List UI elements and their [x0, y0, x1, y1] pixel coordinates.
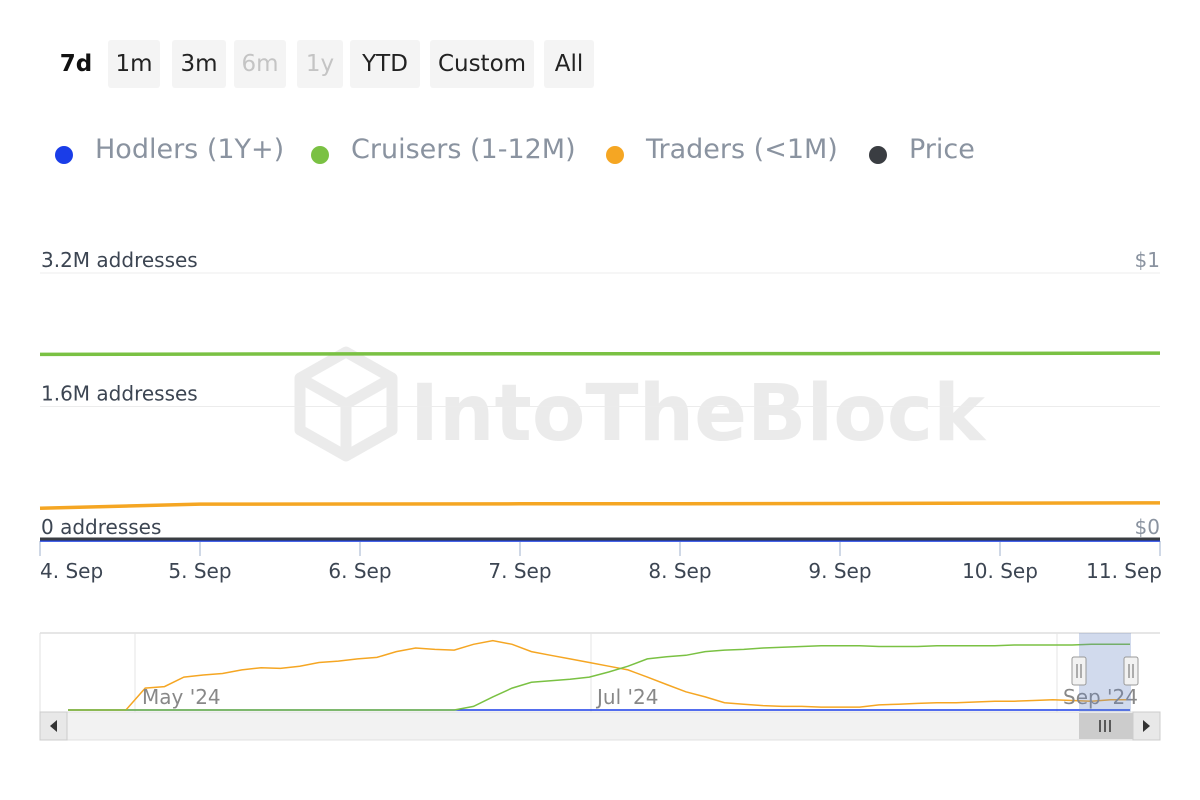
legend-label-price: Price: [909, 134, 975, 165]
navigator-line-traders: [68, 639, 1130, 711]
x-tick-label: 7. Sep: [488, 559, 551, 583]
legend-dot-traders: [606, 146, 624, 164]
series-line-cruisers: [39, 351, 1161, 357]
legend-dot-price: [869, 146, 887, 164]
x-tick-label: 11. Sep: [1086, 559, 1162, 583]
y-left-tick-label: 3.2M addresses: [41, 248, 198, 272]
x-tick-label: 8. Sep: [648, 559, 711, 583]
legend-item-hodlers[interactable]: Hodlers (1Y+): [55, 132, 295, 172]
range-button-1m[interactable]: 1m: [108, 40, 160, 88]
scrollbar-thumb[interactable]: [1079, 713, 1133, 739]
y-axis-right: $0 $1: [1135, 248, 1160, 539]
range-button-all[interactable]: All: [544, 40, 594, 88]
y-left-tick-label: 1.6M addresses: [41, 382, 198, 406]
series-line-traders: [39, 501, 1161, 511]
scroll-right-button[interactable]: [1132, 711, 1161, 741]
x-tick-label: 5. Sep: [168, 559, 231, 583]
navigator-date-label: May '24: [142, 685, 221, 709]
scrollbar-track[interactable]: [39, 711, 1161, 741]
x-tick-label: 10. Sep: [962, 559, 1038, 583]
watermark: IntoTheBlock: [294, 346, 987, 462]
navigator-left-handle[interactable]: [1071, 656, 1087, 686]
legend-item-price[interactable]: Price: [869, 132, 989, 172]
range-button-7d[interactable]: 7d: [52, 40, 100, 88]
navigator-date-label: Jul '24: [595, 685, 658, 709]
range-button-6m: 6m: [234, 40, 286, 88]
x-axis: 4. Sep 5. Sep 6. Sep 7. Sep 8. Sep 9. Sep 10. …: [39, 540, 1162, 583]
x-tick-label: 6. Sep: [328, 559, 391, 583]
range-button-3m[interactable]: 3m: [172, 40, 226, 88]
legend-label-cruisers: Cruisers (1-12M): [351, 134, 576, 165]
watermark-text: IntoTheBlock: [410, 369, 987, 459]
y-axis-left: 0 addresses 1.6M addresses 3.2M addresses: [41, 248, 198, 539]
legend-item-traders[interactable]: Traders (<1M): [606, 132, 856, 172]
x-tick-label: 9. Sep: [808, 559, 871, 583]
legend-dot-cruisers: [311, 146, 329, 164]
y-left-tick-label: 0 addresses: [41, 515, 161, 539]
legend-dot-hodlers: [55, 146, 73, 164]
series-layer: [39, 351, 1161, 542]
scrollbar-thumb-body: [1079, 713, 1133, 739]
navigator-right-handle[interactable]: [1123, 656, 1139, 686]
legend-label-hodlers: Hodlers (1Y+): [95, 134, 285, 165]
navigator: May '24 Jul '24 Sep '24: [39, 632, 1161, 741]
legend-label-traders: Traders (<1M): [646, 134, 838, 165]
navigator-selection[interactable]: [1079, 633, 1131, 712]
x-tick-label: 4. Sep: [40, 559, 103, 583]
range-button-1y: 1y: [297, 40, 343, 88]
range-button-custom[interactable]: Custom: [430, 40, 534, 88]
y-right-tick-label: $0: [1135, 515, 1160, 539]
y-right-tick-label: $1: [1135, 248, 1160, 272]
scroll-left-button[interactable]: [39, 711, 68, 741]
grid-lines: [40, 272, 1160, 407]
range-button-ytd[interactable]: YTD: [350, 40, 420, 88]
legend-item-cruisers[interactable]: Cruisers (1-12M): [311, 132, 591, 172]
intotheblock-logo-icon: [294, 346, 398, 462]
left-arrow-icon: [50, 720, 57, 732]
navigator-date-label: Sep '24: [1063, 685, 1138, 709]
navigator-scrollbar[interactable]: [39, 711, 1161, 741]
navigator-line-cruisers: [68, 643, 1130, 711]
right-arrow-icon: [1143, 720, 1150, 732]
